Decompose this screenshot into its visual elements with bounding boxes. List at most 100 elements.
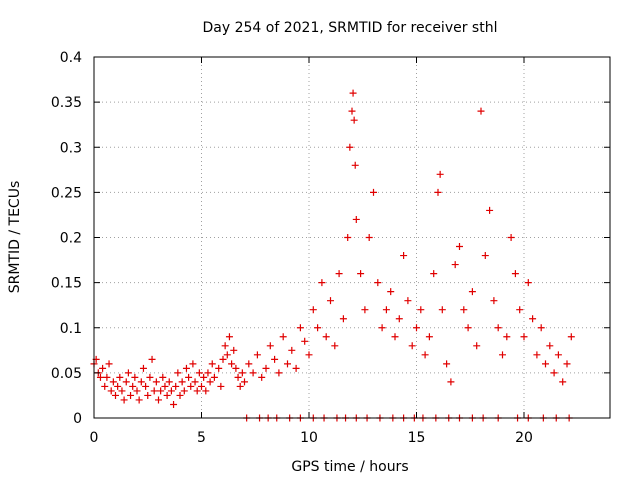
data-point: [103, 373, 111, 381]
data-point: [225, 333, 233, 341]
data-point: [131, 373, 139, 381]
data-point: [339, 315, 347, 323]
data-point: [238, 369, 246, 377]
x-tick-label: 5: [197, 430, 206, 446]
data-point: [142, 382, 150, 390]
data-point: [335, 270, 343, 278]
data-point: [451, 261, 459, 269]
data-point: [114, 382, 122, 390]
y-tick-label: 0.15: [51, 276, 82, 292]
data-point: [507, 234, 515, 241]
data-point: [107, 387, 115, 395]
data-point: [284, 360, 291, 368]
data-point: [150, 387, 158, 395]
y-tick-label: 0.3: [60, 140, 82, 156]
data-point: [563, 360, 571, 368]
data-point: [228, 360, 236, 368]
data-point: [118, 387, 126, 395]
data-point: [494, 324, 502, 332]
data-point: [438, 306, 446, 314]
y-tick-label: 0.35: [51, 95, 82, 111]
data-point: [170, 400, 178, 408]
data-point: [219, 355, 227, 363]
data-point: [241, 378, 248, 386]
y-tick-label: 0.25: [51, 185, 82, 201]
data-point: [157, 387, 165, 395]
data-point: [404, 297, 412, 305]
data-point: [223, 351, 231, 359]
data-point: [537, 324, 545, 332]
data-point: [109, 378, 117, 386]
data-point: [191, 378, 199, 386]
y-tick-label: 0.1: [60, 321, 82, 337]
data-point: [559, 378, 567, 386]
y-tick-label: 0: [73, 411, 82, 427]
data-point: [443, 360, 451, 368]
data-point: [348, 107, 356, 115]
data-point: [344, 234, 352, 241]
data-point: [288, 346, 296, 354]
data-point: [204, 369, 212, 377]
data-point: [182, 364, 190, 372]
data-point: [447, 378, 455, 386]
data-point: [253, 351, 261, 359]
data-point: [155, 396, 162, 404]
data-point: [511, 270, 519, 278]
chart-title: Day 254 of 2021, SRMTID for receiver sth…: [203, 20, 498, 36]
data-point: [195, 369, 203, 377]
data-point: [516, 306, 524, 314]
data-point: [301, 337, 309, 345]
data-point: [144, 391, 152, 399]
data-point: [533, 351, 541, 359]
x-tick-label: 10: [300, 430, 318, 446]
data-point: [292, 364, 300, 372]
data-point: [152, 378, 160, 386]
data-point: [230, 346, 238, 354]
data-point: [232, 364, 240, 372]
data-point: [567, 333, 575, 341]
data-point: [180, 387, 188, 395]
data-point: [546, 342, 554, 350]
data-point: [542, 360, 549, 368]
data-point: [327, 297, 334, 305]
data-point: [468, 288, 476, 296]
data-point: [460, 306, 468, 314]
data-point: [524, 279, 532, 287]
x-tick-label: 15: [408, 430, 426, 446]
data-point: [112, 391, 119, 399]
data-point: [174, 369, 182, 377]
data-point: [120, 396, 128, 404]
data-point: [382, 306, 390, 314]
data-point: [210, 373, 218, 381]
data-point: [275, 369, 283, 377]
data-point: [503, 333, 511, 341]
y-axis-ticks: 0 0.05 0.1 0.15 0.2 0.25 0.3 0.35 0.4: [51, 50, 610, 427]
data-point: [436, 170, 444, 178]
data-point: [350, 116, 358, 124]
data-point: [202, 387, 210, 395]
data-point: [245, 360, 253, 368]
x-axis-ticks: 0 5 10 15 20: [90, 57, 533, 446]
data-point: [127, 391, 135, 399]
data-point: [349, 89, 357, 97]
data-point: [217, 382, 225, 390]
data-point: [361, 306, 369, 314]
data-point: [161, 382, 169, 390]
data-point: [187, 382, 195, 390]
data-point: [262, 364, 270, 372]
data-point: [374, 279, 382, 287]
data-point: [116, 373, 124, 381]
data-point: [266, 342, 274, 350]
data-point: [133, 387, 141, 395]
data-point: [99, 364, 107, 372]
data-point: [236, 382, 244, 390]
data-point: [520, 333, 528, 341]
data-point: [352, 215, 360, 223]
data-point: [271, 355, 279, 363]
x-axis-label: GPS time / hours: [291, 459, 408, 475]
data-point: [477, 107, 485, 115]
data-point: [554, 351, 562, 359]
data-point: [456, 243, 463, 251]
y-tick-label: 0.05: [51, 366, 82, 382]
